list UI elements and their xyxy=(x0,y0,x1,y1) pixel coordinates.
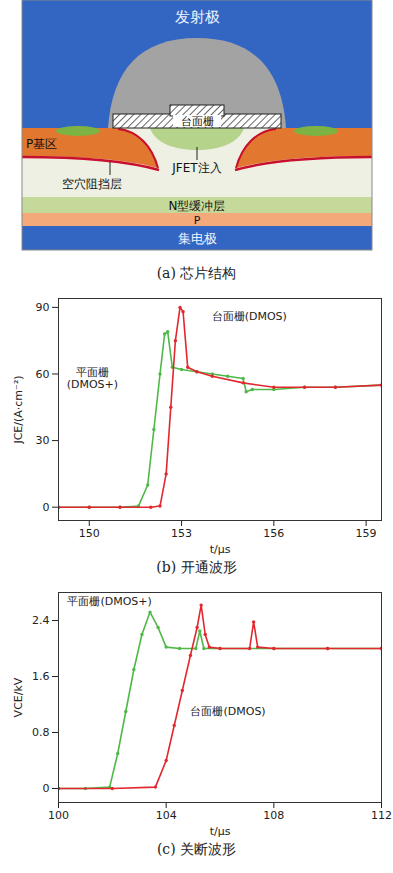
svg-text:112: 112 xyxy=(371,809,392,822)
svg-text:JFET注入: JFET注入 xyxy=(171,161,221,175)
svg-text:N型缓冲层: N型缓冲层 xyxy=(169,199,226,213)
svg-text:108: 108 xyxy=(263,809,284,822)
svg-text:1.6: 1.6 xyxy=(32,670,50,683)
svg-text:104: 104 xyxy=(156,809,177,822)
svg-text:发射极: 发射极 xyxy=(175,8,220,26)
svg-text:153: 153 xyxy=(171,527,192,540)
svg-text:0: 0 xyxy=(43,782,50,795)
svg-text:P基区: P基区 xyxy=(26,137,57,151)
svg-text:t/μs: t/μs xyxy=(210,543,231,556)
html-text:(c) 关断波形: (c) 关断波形 xyxy=(156,841,237,857)
svg-text:0: 0 xyxy=(43,501,50,514)
svg-text:JCE/(A·cm⁻²): JCE/(A·cm⁻²) xyxy=(12,375,25,444)
svg-text:156: 156 xyxy=(263,527,284,540)
svg-text:集电极: 集电极 xyxy=(178,231,217,246)
svg-text:台面栅: 台面栅 xyxy=(181,115,214,128)
svg-text:60: 60 xyxy=(36,368,50,381)
svg-text:P: P xyxy=(194,214,201,227)
svg-text:t/μs: t/μs xyxy=(210,825,231,838)
html-text:(a) 芯片结构: (a) 芯片结构 xyxy=(156,265,237,281)
svg-text:159: 159 xyxy=(356,527,377,540)
svg-text:VCE/kV: VCE/kV xyxy=(12,677,25,717)
svg-text:90: 90 xyxy=(36,301,50,314)
svg-text:台面栅(DMOS): 台面栅(DMOS) xyxy=(212,310,287,323)
svg-text:150: 150 xyxy=(79,527,100,540)
svg-text:2.4: 2.4 xyxy=(32,614,50,627)
svg-text:30: 30 xyxy=(36,434,50,447)
html-text:(b) 开通波形: (b) 开通波形 xyxy=(156,559,237,575)
svg-text:平面栅(DMOS+): 平面栅(DMOS+) xyxy=(67,366,118,391)
svg-text:平面栅(DMOS+): 平面栅(DMOS+) xyxy=(67,595,151,608)
svg-text:0.8: 0.8 xyxy=(32,726,50,739)
svg-text:空穴阻挡层: 空穴阻挡层 xyxy=(62,177,122,191)
svg-text:台面栅(DMOS): 台面栅(DMOS) xyxy=(190,705,265,718)
svg-text:100: 100 xyxy=(48,809,69,822)
